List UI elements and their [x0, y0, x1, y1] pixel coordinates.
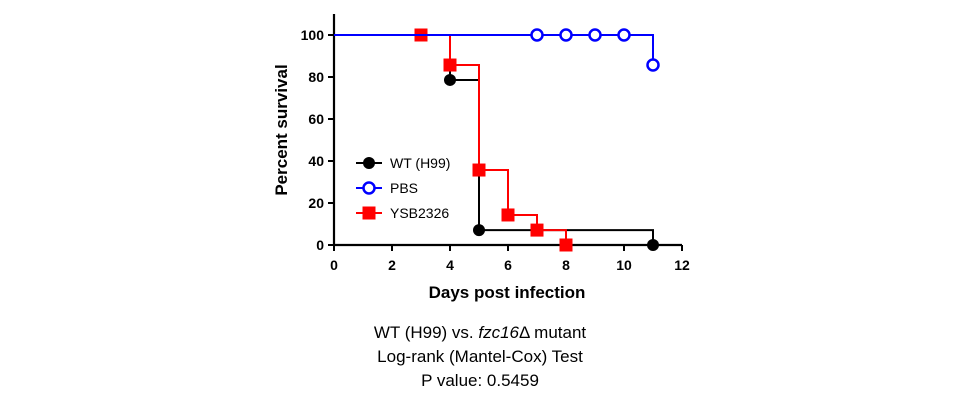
y-tick-label: 80	[308, 69, 324, 85]
x-tick-label: 4	[446, 257, 454, 273]
data-point	[472, 163, 486, 177]
data-point	[501, 208, 515, 222]
survival-chart: 0 20 40 60 80 100 0 2 4 6 8 10 12 WT (H99) PBS YSB2326…	[272, 14, 690, 302]
series-0	[334, 34, 659, 251]
legend-item: YSB2326	[356, 205, 449, 221]
y-tick-label: 40	[308, 153, 324, 169]
x-axis-title: Days post infection	[429, 283, 586, 302]
data-point	[647, 239, 659, 251]
caption-line-3: P value: 0.5459	[421, 371, 539, 390]
data-point	[443, 58, 457, 72]
x-tick-label: 8	[562, 257, 570, 273]
y-tick-label: 100	[301, 27, 325, 43]
data-point	[617, 28, 631, 42]
x-tick-label: 0	[330, 257, 338, 273]
y-axis-title: Percent survival	[272, 64, 291, 195]
y-tick-label: 0	[316, 237, 324, 253]
x-tick-label: 10	[616, 257, 632, 273]
series-line	[334, 34, 654, 66]
legend-marker	[362, 206, 376, 220]
x-tick-label: 2	[388, 257, 396, 273]
series-1	[334, 28, 660, 72]
legend-marker	[363, 157, 375, 169]
data-point	[530, 28, 544, 42]
data-point	[559, 238, 573, 252]
data-point	[444, 73, 456, 86]
legend-marker	[362, 181, 376, 195]
data-point	[646, 58, 660, 72]
legend-item: WT (H99)	[356, 155, 450, 171]
data-point	[588, 28, 602, 42]
legend: WT (H99) PBS YSB2326	[356, 155, 450, 221]
series-line	[334, 34, 567, 245]
legend-label: YSB2326	[390, 205, 449, 221]
data-point	[530, 223, 544, 237]
y-tick-label: 20	[308, 195, 324, 211]
axes-layer: 0 20 40 60 80 100 0 2 4 6 8 10 12	[301, 14, 690, 273]
legend-item: PBS	[356, 180, 418, 196]
legend-label: PBS	[390, 180, 418, 196]
x-tick-label: 12	[674, 257, 690, 273]
caption-prefix: WT (H99) vs.	[373, 323, 479, 342]
caption-line-1: WT (H99) vs. fzc16Δ mutant	[0, 322, 960, 344]
data-point	[559, 28, 573, 42]
data-point	[473, 224, 485, 237]
series-layer	[334, 28, 660, 252]
caption-gene: fzc16	[478, 323, 520, 342]
series-2	[334, 28, 573, 252]
y-tick-label: 60	[308, 111, 324, 127]
x-tick-label: 6	[504, 257, 512, 273]
caption-line-2: Log-rank (Mantel-Cox) Test	[377, 347, 583, 366]
caption-suffix: Δ mutant	[519, 323, 587, 342]
legend-label: WT (H99)	[390, 155, 450, 171]
